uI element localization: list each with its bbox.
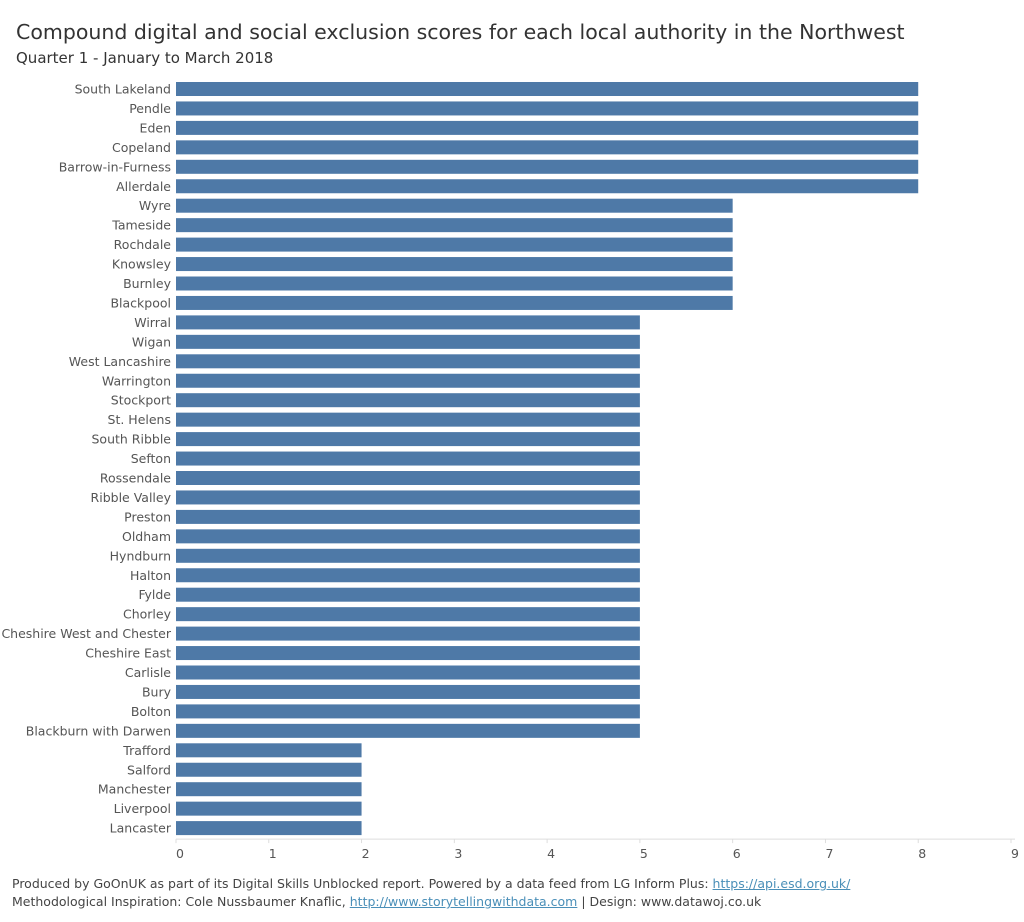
category-label: Fylde xyxy=(138,587,171,602)
bar xyxy=(176,295,733,310)
category-label: Carlisle xyxy=(125,665,171,680)
footer-inspiration-text: Methodological Inspiration: Cole Nussbau… xyxy=(12,894,350,909)
x-tick-label: 3 xyxy=(454,846,462,861)
category-label: Salford xyxy=(127,762,171,777)
api-link[interactable]: https://api.esd.org.uk/ xyxy=(712,876,851,891)
category-label: Knowsley xyxy=(112,257,172,272)
category-label: West Lancashire xyxy=(69,354,172,369)
category-label: Barrow-in-Furness xyxy=(59,159,171,174)
bar xyxy=(176,684,640,699)
bar xyxy=(176,490,640,505)
category-label: Cheshire East xyxy=(85,646,171,661)
category-label: Hyndburn xyxy=(110,548,171,563)
bar xyxy=(176,140,919,155)
bar xyxy=(176,801,362,816)
category-label: Ribble Valley xyxy=(91,490,172,505)
footer-credits: Produced by GoOnUK as part of its Digita… xyxy=(12,876,850,891)
bar xyxy=(176,82,919,96)
bar xyxy=(176,587,640,602)
category-label: Pendle xyxy=(129,101,171,116)
bar xyxy=(176,646,640,661)
category-label: South Lakeland xyxy=(75,82,171,97)
bar xyxy=(176,373,640,388)
category-label: Wigan xyxy=(132,334,171,349)
x-tick-label: 5 xyxy=(640,846,648,861)
category-label: Oldham xyxy=(122,529,171,544)
category-label: Bolton xyxy=(131,704,171,719)
bar xyxy=(176,120,919,135)
bar xyxy=(176,198,733,213)
bar xyxy=(176,626,640,641)
bar xyxy=(176,762,362,777)
bar xyxy=(176,159,919,174)
chart-subtitle: Quarter 1 - January to March 2018 xyxy=(16,49,274,67)
bar xyxy=(176,101,919,116)
bar xyxy=(176,665,640,680)
bar xyxy=(176,704,640,719)
category-label: Stockport xyxy=(111,393,171,408)
category-label: Rossendale xyxy=(100,471,171,486)
bar xyxy=(176,529,640,544)
bar xyxy=(176,393,640,408)
bar xyxy=(176,782,362,797)
x-tick-label: 9 xyxy=(1011,846,1019,861)
category-label: Allerdale xyxy=(116,179,171,194)
bar xyxy=(176,257,733,272)
x-tick-label: 6 xyxy=(733,846,741,861)
bar xyxy=(176,334,640,349)
bar xyxy=(176,568,640,583)
x-tick-label: 4 xyxy=(547,846,555,861)
category-label: Liverpool xyxy=(114,801,171,816)
bar xyxy=(176,723,640,738)
bar xyxy=(176,471,640,485)
category-label: Eden xyxy=(140,120,171,135)
bar xyxy=(176,218,733,233)
category-label: Warrington xyxy=(102,373,171,388)
category-label: Preston xyxy=(124,509,171,524)
bar xyxy=(176,509,640,524)
footer-design-text: | Design: www.datawoj.co.uk xyxy=(577,894,762,909)
bar xyxy=(176,548,640,563)
category-label: Wirral xyxy=(134,315,171,330)
bar xyxy=(176,315,640,330)
category-label: Blackpool xyxy=(110,295,171,310)
category-label: Copeland xyxy=(112,140,171,155)
bar xyxy=(176,743,362,758)
category-label: Manchester xyxy=(98,782,172,797)
bar xyxy=(176,607,640,622)
bar xyxy=(176,179,919,194)
category-label: Rochdale xyxy=(114,237,172,252)
category-label: Sefton xyxy=(131,451,171,466)
category-label: Tameside xyxy=(111,218,171,233)
category-label: Chorley xyxy=(123,607,172,622)
x-tick-label: 2 xyxy=(362,846,370,861)
category-label: Lancaster xyxy=(110,821,172,836)
x-tick-label: 1 xyxy=(269,846,277,861)
x-tick-label: 8 xyxy=(918,846,926,861)
footer-credit-text: Produced by GoOnUK as part of its Digita… xyxy=(12,876,713,891)
x-tick-label: 0 xyxy=(176,846,184,861)
bar xyxy=(176,276,733,291)
category-label: Halton xyxy=(130,568,171,583)
bar-chart: South Lakeland Pendle Eden Copeland Barrow-i… xyxy=(1,82,1019,862)
category-label: Burnley xyxy=(123,276,172,291)
category-label: Cheshire West and Chester xyxy=(1,626,171,641)
bar xyxy=(176,451,640,466)
bar xyxy=(176,432,640,447)
bar xyxy=(176,821,362,836)
footer-inspiration: Methodological Inspiration: Cole Nussbau… xyxy=(12,894,761,909)
bar xyxy=(176,237,733,252)
chart-title: Compound digital and social exclusion sc… xyxy=(16,20,905,44)
category-label: Blackburn with Darwen xyxy=(26,723,171,738)
bar xyxy=(176,354,640,369)
category-label: St. Helens xyxy=(108,412,171,427)
category-label: Trafford xyxy=(122,743,171,758)
category-label: Wyre xyxy=(139,198,171,213)
category-label: Bury xyxy=(142,684,172,699)
storytelling-link[interactable]: http://www.storytellingwithdata.com xyxy=(349,894,578,909)
category-label: South Ribble xyxy=(92,432,172,447)
bar xyxy=(176,412,640,427)
x-tick-label: 7 xyxy=(825,846,833,861)
